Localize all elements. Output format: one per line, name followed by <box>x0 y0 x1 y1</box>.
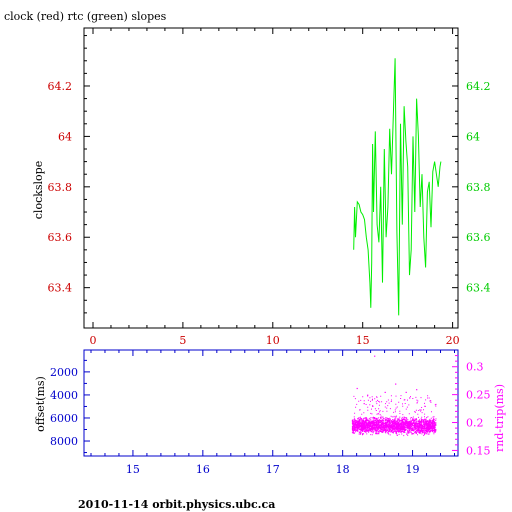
y-tick-label-left: 63.4 <box>48 282 73 295</box>
rndtrip-tick-label: 0.25 <box>466 389 491 402</box>
rndtrip-outlier-point <box>356 387 358 390</box>
rndtrip-outlier-point <box>409 397 411 399</box>
x-tick-label: 10 <box>266 334 280 347</box>
bx-tick-label: 16 <box>196 463 210 476</box>
rndtrip-tick-label: 0.2 <box>466 417 484 430</box>
rndtrip-tick-label: 0.3 <box>466 361 484 374</box>
rtc-series <box>353 58 442 316</box>
rndtrip-outlier-point <box>395 383 397 385</box>
x-tick-label: 0 <box>89 334 96 347</box>
rndtrip-outlier-point <box>430 400 432 402</box>
rndtrip-outlier-point <box>367 394 369 396</box>
x-tick-label: 20 <box>446 334 460 347</box>
rtc-line <box>353 58 442 316</box>
y-tick-label-right: 63.8 <box>466 181 491 194</box>
offset-tick-label: 4000 <box>50 389 78 402</box>
rndtrip-outlier-point <box>416 389 418 391</box>
top-axes: 0 5 10 15 20 63.4 63.4 63.6 63.6 63.8 63.8 64 64 64.2… <box>48 28 491 347</box>
rndtrip-outlier-point <box>384 391 386 393</box>
bx-tick-label: 18 <box>336 463 350 476</box>
rndtrip-outlier-point <box>363 403 365 405</box>
x-tick-label: 5 <box>179 334 186 347</box>
bottom-y-axis-label: offset(ms) <box>34 376 47 432</box>
offset-tick-label: 8000 <box>50 435 78 448</box>
bottom-plot-frame <box>83 349 459 457</box>
top-y-axis-label: clockslope <box>32 161 45 219</box>
y-tick-label-right: 63.6 <box>466 231 491 244</box>
chart-title: clock (red) rtc (green) slopes <box>4 10 167 23</box>
bx-tick-label: 17 <box>266 463 280 476</box>
y-tick-label-right: 64 <box>466 130 480 143</box>
y-tick-label-right: 64.2 <box>466 80 491 93</box>
offset-tick-label: 6000 <box>50 412 78 425</box>
rndtrip-outlier-point <box>374 355 376 357</box>
rndtrip-outlier-point <box>405 391 407 393</box>
y-tick-label-right: 63.4 <box>466 282 491 295</box>
bottom-y2-axis-label: rnd-trip(ms) <box>493 384 506 452</box>
y-tick-label-left: 63.6 <box>48 231 73 244</box>
footer-text: 2010-11-14 orbit.physics.ubc.ca <box>78 498 275 511</box>
x-tick-label: 15 <box>356 334 370 347</box>
y-tick-label-left: 64 <box>58 130 72 143</box>
rndtrip-points <box>351 395 437 437</box>
bx-tick-label: 19 <box>406 463 420 476</box>
rndtrip-tick-label: 0.15 <box>466 444 491 457</box>
rndtrip-series <box>351 355 437 437</box>
bx-tick-label: 15 <box>126 463 140 476</box>
offset-tick-label: 2000 <box>50 366 78 379</box>
y-tick-label-left: 64.2 <box>48 80 73 93</box>
y-tick-label-left: 63.8 <box>48 181 73 194</box>
bottom-axes: 15 16 17 18 19 2000 4000 6000 8000 0.15 0.2 0.25 0.3 <box>50 350 491 476</box>
top-plot-frame <box>83 27 459 329</box>
